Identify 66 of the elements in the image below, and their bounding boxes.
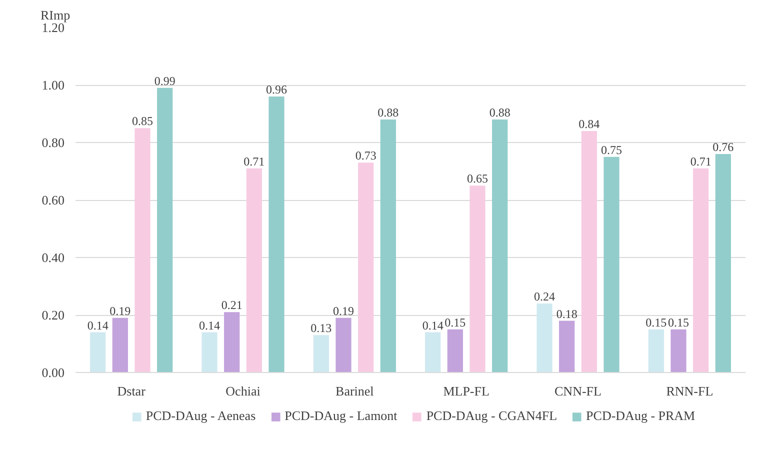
bar	[90, 332, 106, 372]
bar	[268, 96, 284, 372]
bar	[425, 332, 441, 372]
data-label: 0.99	[154, 74, 176, 88]
bar	[447, 329, 463, 372]
bar	[470, 186, 486, 372]
data-label: 0.19	[110, 304, 131, 318]
bar	[224, 312, 240, 372]
y-axis-title: RImp	[40, 8, 70, 22]
data-label: 0.14	[422, 318, 444, 332]
data-label: 0.14	[87, 318, 108, 332]
bar	[693, 168, 709, 372]
data-label: 0.96	[266, 82, 287, 96]
x-tick-label: RNN-FL	[666, 384, 714, 398]
bar	[492, 120, 508, 372]
bar	[380, 120, 396, 372]
data-label: 0.13	[310, 321, 332, 336]
bar	[336, 318, 352, 372]
data-label: 0.18	[556, 306, 578, 321]
data-label: 0.84	[578, 117, 600, 131]
legend-label: PCD-DAug - PRAM	[586, 408, 696, 424]
bar	[536, 304, 552, 372]
bar	[715, 154, 731, 372]
bar	[134, 128, 150, 372]
y-tick-label: 0.00	[42, 365, 64, 380]
x-tick-label: Ochiai	[226, 384, 261, 398]
data-label: 0.88	[378, 106, 399, 120]
data-label: 0.24	[534, 290, 555, 304]
y-tick-label: 0.20	[42, 308, 64, 322]
data-label: 0.19	[333, 304, 354, 318]
data-label: 0.65	[467, 172, 488, 186]
bar	[648, 329, 664, 372]
bar	[157, 88, 173, 372]
bar	[246, 168, 262, 372]
data-label: 0.21	[221, 298, 242, 312]
x-tick-label: MLP-FL	[443, 384, 490, 398]
y-tick-label: 0.80	[42, 135, 64, 150]
data-label: 0.15	[646, 315, 667, 330]
data-label: 0.15	[444, 315, 466, 330]
data-label: 0.71	[244, 154, 265, 168]
data-label: 0.75	[601, 142, 622, 157]
bar	[670, 329, 686, 372]
bar	[559, 320, 575, 372]
x-tick-label: CNN-FL	[554, 384, 602, 398]
data-label: 0.71	[690, 154, 712, 168]
bar	[313, 335, 329, 372]
data-label: 0.76	[712, 140, 734, 154]
data-label: 0.14	[199, 318, 220, 332]
bar	[112, 318, 128, 372]
bar	[604, 156, 620, 372]
y-tick-label: 0.40	[42, 250, 64, 265]
y-tick-label: 1.00	[42, 78, 64, 92]
legend-label: PCD-DAug - CGAN4FL	[426, 408, 558, 424]
data-label: 0.88	[489, 106, 510, 120]
x-tick-label: Barinel	[336, 384, 374, 398]
data-label: 0.15	[668, 315, 689, 330]
bar	[581, 131, 597, 372]
y-tick-label: 0.60	[42, 192, 64, 208]
legend-label: PCD-DAug - Aeneas	[146, 408, 256, 424]
data-label: 0.73	[355, 148, 376, 163]
x-tick-label: Dstar	[117, 384, 146, 398]
y-tick-label: 1.20	[42, 20, 64, 35]
bar	[202, 332, 218, 372]
data-label: 0.85	[132, 114, 153, 128]
legend-label: PCD-DAug - Lamont	[284, 408, 398, 424]
bar	[358, 162, 374, 372]
